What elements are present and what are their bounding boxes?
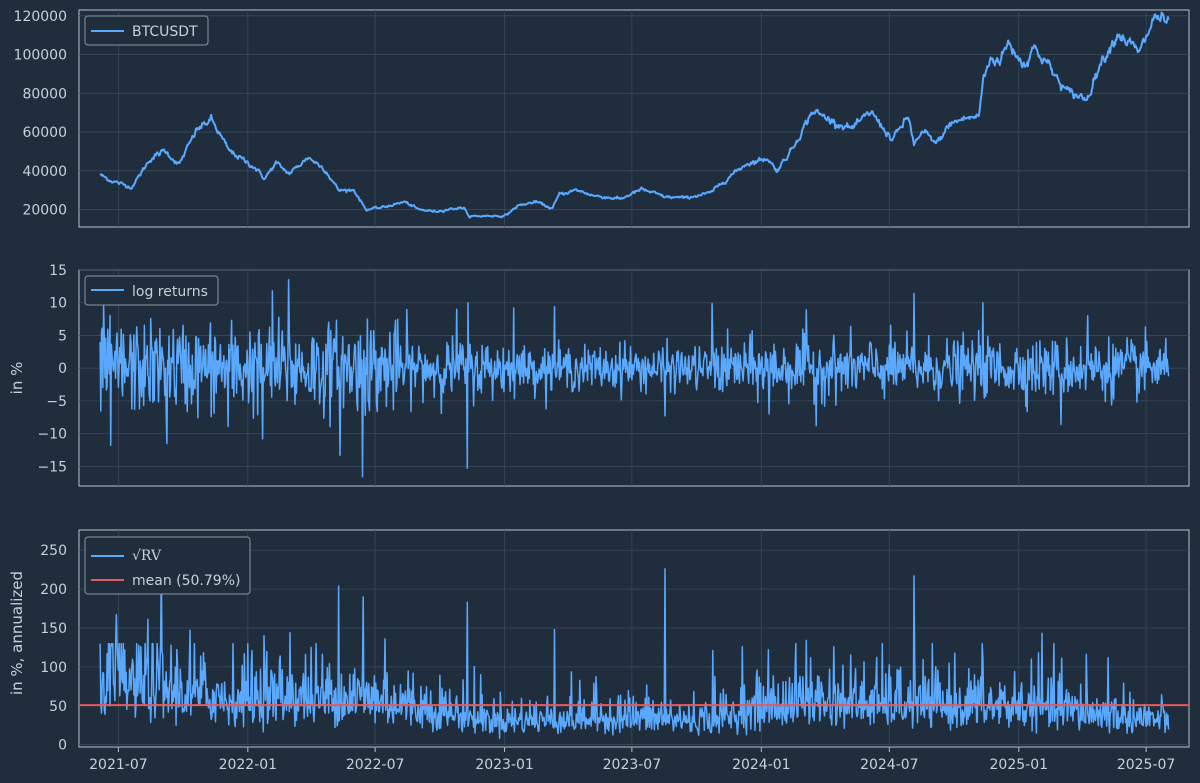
y-tick-label: 250 [40, 543, 67, 559]
y-tick-label: 0 [58, 361, 67, 377]
x-tick-label: 2024-01 [732, 757, 791, 773]
mean-legend-label: mean (50.79%) [132, 573, 240, 589]
y-tick-label: 60000 [22, 125, 67, 141]
y-tick-label: 15 [49, 263, 67, 279]
y-tick-label: 40000 [22, 164, 67, 180]
x-tick-label: 2022-01 [219, 757, 278, 773]
x-tick-label: 2025-01 [990, 757, 1049, 773]
y-tick-label: −5 [46, 394, 67, 410]
price-legend: BTCUSDT [84, 15, 209, 46]
x-tick-label: 2023-01 [475, 757, 534, 773]
x-tick-label: 2022-07 [346, 757, 405, 773]
x-tick-label: 2024-07 [860, 757, 919, 773]
y-tick-label: 100 [40, 660, 67, 676]
volatility-legend-box [84, 536, 251, 595]
volatility-panel: 0 50 100 150 200 250 in %, annualized 2021-07… [8, 529, 1190, 773]
y-tick-label: 120000 [14, 9, 67, 25]
x-tick-label: 2025-07 [1117, 757, 1176, 773]
price-legend-box [84, 15, 209, 46]
y-tick-label: 50 [49, 699, 67, 715]
volatility-legend: √RV mean (50.79%) [84, 536, 251, 595]
y-tick-label: 5 [58, 328, 67, 344]
returns-ylabel: in % [8, 362, 26, 395]
returns-legend-box [84, 275, 219, 306]
y-tick-label: 10 [49, 296, 67, 312]
y-tick-label: −15 [37, 459, 67, 475]
y-tick-label: 0 [58, 738, 67, 754]
returns-legend-label: log returns [132, 284, 208, 300]
price-panel-frame [78, 9, 1190, 228]
btcusdt-price-line [99, 11, 1170, 219]
y-tick-label: 20000 [22, 203, 67, 219]
y-tick-label: 100000 [14, 48, 67, 64]
y-tick-label: 200 [40, 582, 67, 598]
price-legend-label: BTCUSDT [132, 24, 198, 40]
y-tick-label: 80000 [22, 86, 67, 102]
log-returns-line [99, 279, 1170, 478]
volatility-ylabel: in %, annualized [8, 571, 26, 695]
returns-panel: −15 −10 −5 0 5 10 15 in % log returns [8, 263, 1190, 487]
y-tick-label: 150 [40, 621, 67, 637]
x-tick-label: 2023-07 [603, 757, 662, 773]
returns-legend: log returns [84, 275, 219, 306]
realized-vol-line [99, 568, 1170, 739]
price-panel: 20000 40000 60000 80000 100000 120000 BTCUSDT [14, 9, 1190, 228]
x-tick-label: 2021-07 [89, 757, 148, 773]
vol-legend-label: √RV [132, 548, 162, 564]
y-tick-label: −10 [37, 427, 67, 443]
